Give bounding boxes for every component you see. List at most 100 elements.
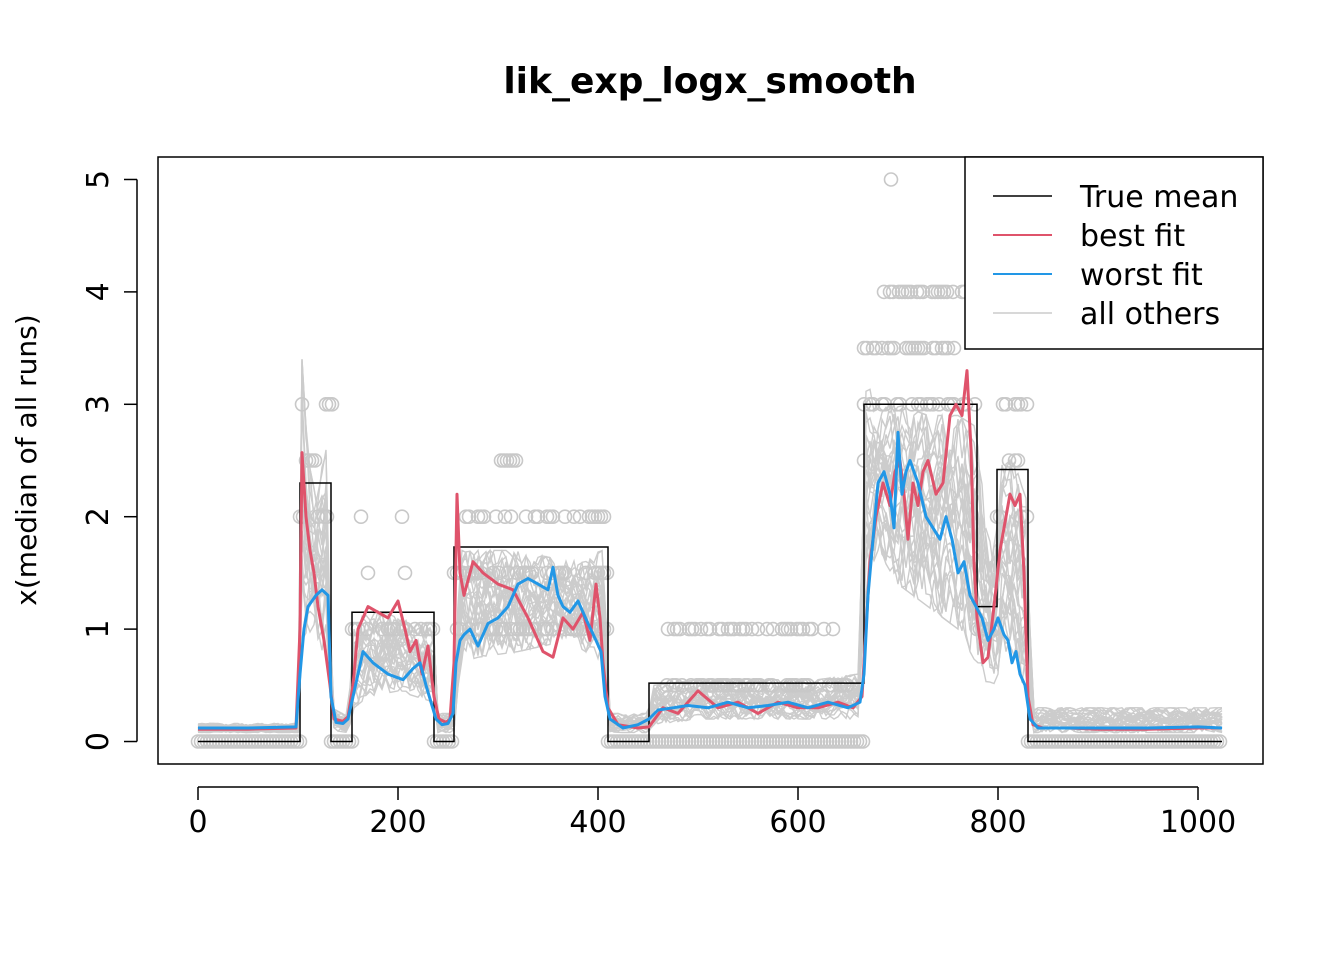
observation-point-39 bbox=[319, 509, 335, 525]
legend-label-1: best fit bbox=[1080, 219, 1185, 254]
observation-point-347 bbox=[859, 340, 875, 356]
legend: True mean best fit worst fit all others bbox=[964, 156, 1264, 350]
observation-point-294 bbox=[683, 677, 699, 693]
observation-point-317 bbox=[788, 677, 804, 693]
x-tick-label-200: 200 bbox=[369, 805, 426, 840]
x-axis: 0 200 400 600 800 1000 bbox=[188, 786, 1236, 840]
observation-point-353 bbox=[886, 340, 902, 356]
observation-point-95 bbox=[542, 509, 558, 525]
observation-point-383 bbox=[939, 284, 955, 300]
observation-point-384 bbox=[945, 284, 961, 300]
x-tick-label-0: 0 bbox=[188, 805, 207, 840]
observation-point-292 bbox=[668, 677, 684, 693]
observation-point-44 bbox=[294, 396, 310, 412]
others-line-29 bbox=[197, 359, 1222, 729]
observation-point-366 bbox=[946, 340, 962, 356]
observation-point-277 bbox=[759, 621, 775, 637]
observation-point-360 bbox=[916, 340, 932, 356]
observation-point-148 bbox=[500, 565, 516, 581]
observation-point-88 bbox=[488, 509, 504, 525]
observation-point-282 bbox=[783, 621, 799, 637]
observation-point-285 bbox=[795, 621, 811, 637]
observation-point-89 bbox=[497, 509, 513, 525]
observation-point-365 bbox=[940, 340, 956, 356]
observation-point-266 bbox=[702, 621, 718, 637]
x-tick-label-800: 800 bbox=[969, 805, 1026, 840]
others-line-16 bbox=[197, 509, 1223, 734]
y-tick-label-3: 3 bbox=[81, 395, 116, 414]
observation-point-362 bbox=[928, 340, 944, 356]
others-line-28 bbox=[197, 503, 1223, 733]
observation-point-59 bbox=[359, 621, 375, 637]
observation-point-260 bbox=[672, 621, 688, 637]
chart-title: lik_exp_logx_smooth bbox=[503, 61, 916, 102]
observation-point-406 bbox=[1001, 453, 1017, 468]
observation-point-97 bbox=[557, 509, 573, 525]
observation-point-311 bbox=[752, 677, 768, 693]
observation-point-87 bbox=[476, 509, 492, 525]
observation-point-164 bbox=[599, 565, 615, 581]
observation-point-276 bbox=[750, 621, 766, 637]
x-tick-label-1000: 1000 bbox=[1160, 805, 1236, 840]
y-tick-label-0: 0 bbox=[81, 732, 116, 751]
observation-point-113 bbox=[488, 621, 504, 637]
observation-point-387 bbox=[883, 172, 899, 187]
observation-point-278 bbox=[765, 621, 781, 637]
observation-point-60 bbox=[374, 621, 390, 637]
plot-frame bbox=[157, 156, 1264, 765]
observation-point-306 bbox=[731, 677, 747, 693]
observation-point-108 bbox=[461, 621, 477, 637]
observation-point-125 bbox=[539, 621, 555, 637]
observation-point-93 bbox=[530, 509, 546, 525]
observation-point-350 bbox=[874, 340, 890, 356]
observation-point-408 bbox=[1010, 453, 1026, 468]
legend-label-2: worst fit bbox=[1080, 258, 1203, 293]
observation-point-46 bbox=[321, 396, 337, 412]
observation-point-268 bbox=[714, 621, 730, 637]
observation-point-71 bbox=[425, 621, 441, 637]
observation-point-303 bbox=[719, 677, 735, 693]
legend-label-0: True mean bbox=[1079, 180, 1238, 215]
observation-point-259 bbox=[669, 621, 685, 637]
observation-point-376 bbox=[912, 284, 928, 300]
observation-point-37 bbox=[310, 509, 326, 525]
observation-point-72 bbox=[360, 565, 376, 581]
observation-point-288 bbox=[816, 621, 832, 637]
observation-point-400 bbox=[995, 396, 1011, 412]
observation-point-405 bbox=[1019, 396, 1035, 412]
observation-point-91 bbox=[518, 509, 534, 525]
observation-point-299 bbox=[704, 677, 720, 693]
observation-point-74 bbox=[353, 509, 369, 525]
observation-point-90 bbox=[503, 509, 519, 525]
observation-point-374 bbox=[903, 284, 919, 300]
observation-point-271 bbox=[726, 621, 742, 637]
observation-point-274 bbox=[738, 621, 754, 637]
observation-point-149 bbox=[509, 565, 525, 581]
observation-point-322 bbox=[824, 677, 840, 693]
y-tick-label-1: 1 bbox=[81, 620, 116, 639]
others-line-23 bbox=[197, 509, 1223, 734]
observation-point-297 bbox=[695, 677, 711, 693]
observation-point-83 bbox=[458, 509, 474, 525]
observation-point-289 bbox=[825, 621, 841, 637]
y-axis-label: x(median of all runs) bbox=[10, 314, 43, 605]
observation-point-99 bbox=[572, 509, 588, 525]
observation-point-73 bbox=[397, 565, 413, 581]
observation-point-325 bbox=[839, 677, 855, 693]
observation-point-367 bbox=[876, 284, 892, 300]
observation-point-369 bbox=[885, 284, 901, 300]
y-tick-label-5: 5 bbox=[81, 170, 116, 189]
observation-point-75 bbox=[394, 509, 410, 525]
observation-point-36 bbox=[295, 509, 311, 525]
observation-point-313 bbox=[764, 677, 780, 693]
observation-point-401 bbox=[998, 396, 1014, 412]
observation-point-170 bbox=[508, 453, 524, 468]
legend-box bbox=[964, 156, 1264, 350]
observation-point-96 bbox=[545, 509, 561, 525]
observation-point-68 bbox=[413, 621, 429, 637]
fit-lines-group bbox=[198, 369, 1223, 731]
observation-point-256 bbox=[855, 734, 871, 749]
observation-point-159 bbox=[578, 565, 594, 581]
observation-point-43 bbox=[307, 453, 323, 468]
